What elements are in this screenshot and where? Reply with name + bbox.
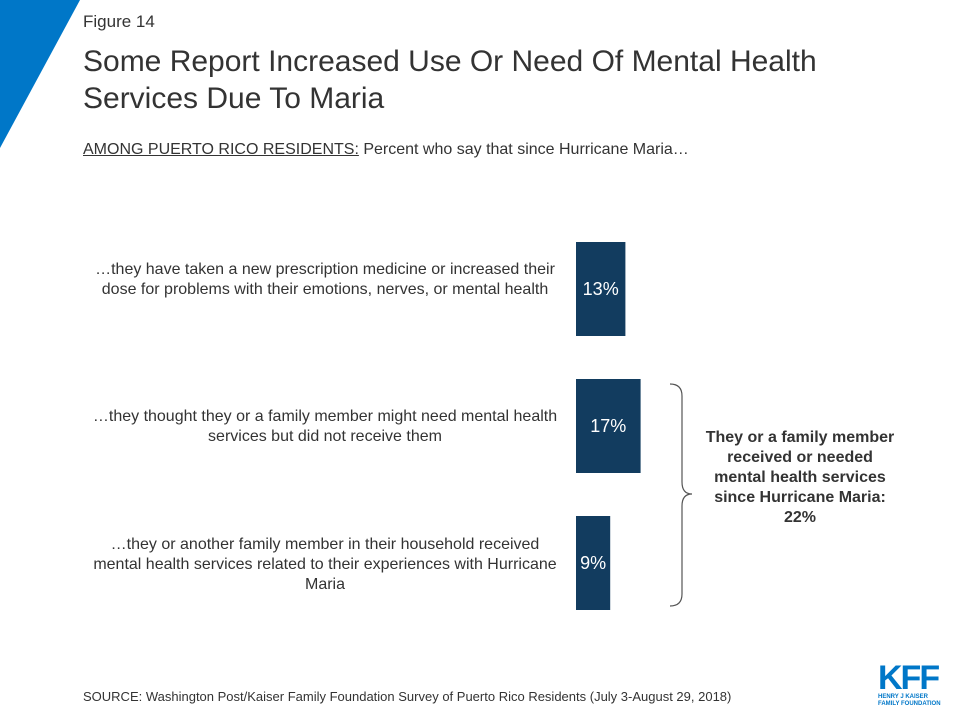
- category-label-2: …they thought they or a family member mi…: [92, 408, 558, 445]
- bar-2: [576, 379, 641, 473]
- page-title: Some Report Increased Use Or Need Of Men…: [83, 45, 817, 115]
- subtitle-prefix: AMONG PUERTO RICO RESIDENTS:: [83, 141, 359, 158]
- corner-accent: [0, 0, 80, 148]
- bar-1: [576, 242, 626, 336]
- logo-mark: KFF: [878, 659, 940, 697]
- kff-logo: KFF HENRY J KAISER FAMILY FOUNDATION: [878, 659, 946, 708]
- bar-value-label-2: 17%: [590, 416, 626, 436]
- source-note: SOURCE: Washington Post/Kaiser Family Fo…: [83, 689, 732, 704]
- callout-annotation: They or a family member received or need…: [705, 429, 895, 526]
- figure-label: Figure 14: [83, 12, 155, 31]
- subtitle: AMONG PUERTO RICO RESIDENTS: Percent who…: [83, 141, 689, 159]
- category-label-3: …they or another family member in their …: [93, 536, 557, 593]
- logo-line-2: FAMILY FOUNDATION: [878, 701, 941, 707]
- callout-bracket: [669, 383, 693, 607]
- logo-line-1: HENRY J KAISER: [878, 694, 929, 700]
- bar-value-label-3: 9%: [580, 553, 606, 573]
- bar-3: [576, 516, 611, 610]
- bar-value-label-1: 13%: [583, 279, 619, 299]
- subtitle-rest: Percent who say that since Hurricane Mar…: [358, 141, 689, 158]
- category-label-1: …they have taken a new prescription medi…: [95, 261, 555, 298]
